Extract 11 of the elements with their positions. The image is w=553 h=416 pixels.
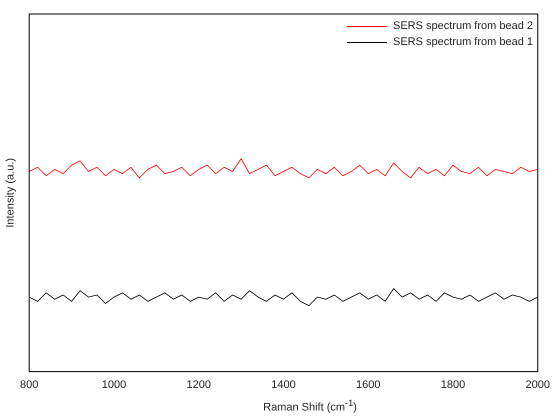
x-tick-label: 800: [20, 379, 38, 392]
x-tick-label: 1000: [102, 379, 126, 392]
x-tick-label: 1200: [186, 379, 211, 392]
legend-label: SERS spectrum from bead 1: [392, 36, 533, 48]
x-axis-title: Raman Shift (cm$^{-1}$): [262, 398, 358, 414]
x-tick-label: 1400: [271, 379, 296, 392]
x-tick-label: 2000: [526, 379, 550, 392]
legend-label: SERS spectrum from bead 2: [392, 20, 533, 32]
x-tick-label: 1600: [356, 379, 380, 392]
x-tick-label: 1800: [440, 379, 466, 392]
y-axis-title: Intensity (a.u.): [4, 158, 17, 228]
